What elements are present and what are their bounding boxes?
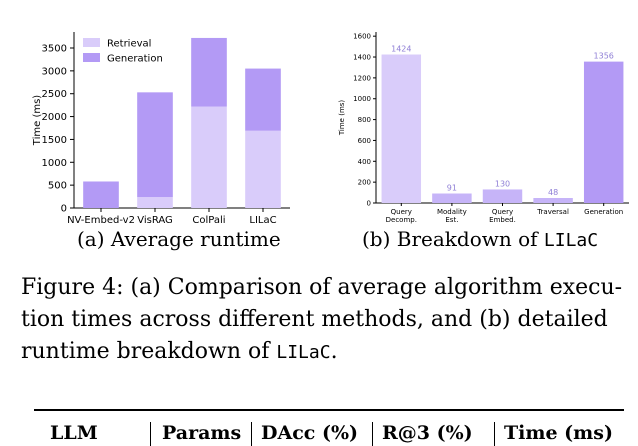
col-dacc: DAcc (%) — [261, 422, 359, 444]
y-tick-label: 500 — [48, 181, 67, 192]
data-label-query-embed: 130 — [495, 179, 510, 188]
y-tick-label: 1200 — [353, 74, 371, 82]
caption-line-3: runtime breakdown of LILaC. — [21, 339, 338, 364]
y-tick-label: 600 — [358, 137, 371, 145]
bar-retrieval-visrag — [137, 197, 173, 208]
legend-swatch-generation — [83, 53, 100, 62]
col-divider — [150, 422, 151, 446]
x-tick-label-query-decomp: Decomp. — [386, 216, 417, 224]
subcaption-b-code: LILaC — [543, 230, 599, 251]
bar-generation-lilac — [245, 68, 281, 131]
x-tick-label-query-embed: Embed. — [489, 216, 516, 224]
y-tick-label: 1400 — [353, 54, 371, 62]
x-tick-label: ColPali — [192, 215, 225, 226]
y-tick-label: 3000 — [42, 66, 67, 77]
col-divider — [372, 422, 373, 446]
bar-generation-nv-embed-v2 — [83, 181, 119, 208]
y-tick-label: 200 — [358, 179, 371, 187]
bar-generation-visrag — [137, 92, 173, 198]
legend-label-retrieval: Retrieval — [107, 39, 151, 50]
y-tick-label: 1500 — [42, 135, 67, 146]
y-tick-label: 1000 — [42, 158, 67, 169]
col-time: Time (ms) — [504, 422, 613, 444]
y-tick-label: 800 — [358, 116, 371, 124]
bar-retrieval-colpali — [191, 106, 227, 208]
subcaption-b-prefix: (b) Breakdown of — [362, 227, 544, 251]
y-tick-label: 3500 — [42, 44, 67, 55]
bar-modality-est — [432, 193, 472, 203]
legend-label-generation: Generation — [107, 54, 163, 65]
data-label-traversal: 48 — [548, 188, 558, 197]
bar-generation-colpali — [191, 37, 227, 107]
x-tick-label-generation: Generation — [584, 208, 623, 216]
x-tick-label-modality-est: Est. — [445, 216, 458, 224]
col-divider — [494, 422, 495, 446]
y-tick-label: 1600 — [353, 33, 371, 41]
data-label-modality-est: 91 — [447, 184, 457, 193]
breakdown-chart: 020040060080010001200140016001424QueryDe… — [338, 32, 629, 224]
col-llm: LLM — [50, 422, 98, 444]
y-tick-label: 0 — [367, 200, 371, 208]
y-tick-label: 1000 — [353, 95, 371, 103]
x-tick-label: NV-Embed-v2 — [67, 215, 135, 226]
data-label-generation: 1356 — [594, 52, 614, 61]
data-label-query-decomp: 1424 — [391, 45, 411, 54]
y-tick-label: 2500 — [42, 89, 67, 100]
table-header: LLM Params DAcc (%) R@3 (%) Time (ms) — [34, 422, 624, 446]
x-tick-label-modality-est: Modality — [437, 208, 467, 216]
caption-line-1: Figure 4: (a) Comparison of average algo… — [21, 275, 623, 300]
x-tick-label: LILaC — [249, 215, 276, 226]
legend-swatch-retrieval — [83, 38, 100, 47]
y-tick-label: 0 — [61, 204, 67, 215]
y-tick-label: 2000 — [42, 112, 67, 123]
col-divider — [251, 422, 252, 446]
runtime-chart: 0 500 1000 1500 2000 2500 3000 3500 NV-Embed-v2 V… — [32, 32, 290, 226]
y-axis-label: Time (ms) — [338, 100, 346, 137]
col-r3: R@3 (%) — [382, 422, 473, 444]
bar-traversal — [533, 197, 573, 203]
caption-line-2: tion times across different methods, and… — [21, 307, 608, 332]
x-tick-label-query-decomp: Query — [391, 208, 412, 216]
bar-query-embed — [482, 189, 523, 203]
table-top-rule — [34, 409, 624, 411]
x-tick-label: VisRAG — [137, 215, 173, 226]
col-params: Params — [162, 422, 242, 444]
bar-retrieval-lilac — [245, 130, 281, 208]
x-tick-label-query-embed: Query — [492, 208, 513, 216]
y-tick-label: 400 — [358, 158, 371, 166]
subcaption-b: (b) Breakdown of LILaC — [362, 228, 598, 252]
caption-code: LILaC — [276, 342, 331, 363]
bar-generation — [583, 61, 624, 203]
y-axis-label: Time (ms) — [32, 95, 43, 147]
x-tick-label-traversal: Traversal — [536, 208, 569, 216]
figure-caption: Figure 4: (a) Comparison of average algo… — [21, 272, 623, 369]
subcaption-a: (a) Average runtime — [77, 227, 281, 251]
bar-query-decomp — [381, 54, 422, 204]
